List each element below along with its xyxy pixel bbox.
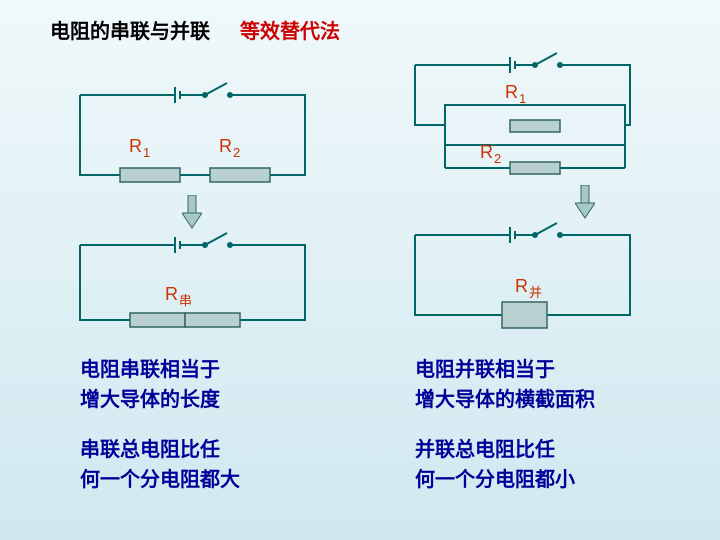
svg-text:并: 并	[529, 285, 542, 300]
label-r1: R	[129, 136, 142, 156]
label-r1-p: R	[505, 82, 518, 102]
caption-parallel-1: 电阻并联相当于 增大导体的横截面积	[415, 355, 595, 415]
label-r2-p: R	[480, 142, 493, 162]
title-main: 电阻的串联与并联	[50, 15, 210, 44]
caption-series-2: 串联总电阻比任 何一个分电阻都大	[80, 435, 240, 495]
title-method: 等效替代法	[240, 15, 340, 44]
parallel-circuit-top: R1 R2	[410, 50, 635, 180]
svg-text:2: 2	[233, 145, 240, 160]
svg-text:1: 1	[519, 91, 526, 106]
caption-parallel-2: 并联总电阻比任 何一个分电阻都小	[415, 435, 575, 495]
series-circuit-top: R1 R2	[75, 80, 310, 190]
label-r2: R	[219, 136, 232, 156]
arrow-series	[182, 195, 202, 230]
svg-text:1: 1	[143, 145, 150, 160]
arrow-parallel	[575, 185, 595, 220]
label-rseries: R	[165, 284, 178, 304]
series-circuit-bottom: R串	[75, 230, 310, 335]
parallel-circuit-bottom: R并	[410, 220, 635, 335]
caption-series-1: 电阻串联相当于 增大导体的长度	[80, 355, 220, 415]
svg-text:2: 2	[494, 151, 501, 166]
label-rparallel: R	[515, 276, 528, 296]
svg-text:串: 串	[179, 293, 192, 308]
